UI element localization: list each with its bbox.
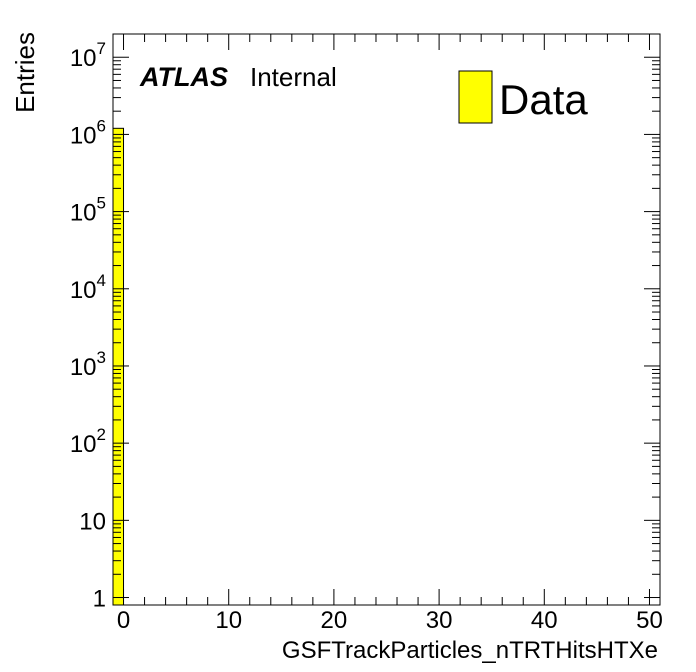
x-axis-label: GSFTrackParticles_nTRTHitsHTXe [282, 637, 658, 664]
y-tick-label: 102 [70, 425, 106, 458]
y-tick-label: 107 [70, 39, 106, 72]
y-tick-label: 103 [70, 348, 106, 381]
x-tick-label: 40 [531, 607, 558, 634]
atlas-status-label: Internal [250, 62, 337, 92]
x-tick-label: 10 [215, 607, 242, 634]
legend-swatch-data [458, 70, 493, 124]
x-tick-label: 20 [321, 607, 348, 634]
y-axis-label: Entries [10, 32, 40, 113]
x-tick-label: 50 [636, 607, 663, 634]
y-tick-label: 1 [93, 586, 106, 613]
axis-ticks [113, 33, 660, 605]
y-tick-label: 10 [79, 508, 106, 535]
y-tick-label: 104 [70, 271, 106, 304]
axis-tick-labels: 0 10 20 30 40 50 1 10 102 103 104 105 106 107 [70, 39, 663, 634]
legend-label-data: Data [499, 76, 588, 123]
x-tick-label: 0 [117, 607, 130, 634]
histogram-bar [112, 127, 125, 606]
y-tick-label: 105 [70, 194, 106, 227]
x-tick-label: 30 [426, 607, 453, 634]
histogram-bars [112, 127, 125, 606]
legend: Data [458, 70, 588, 124]
y-tick-label: 106 [70, 116, 106, 149]
atlas-label: ATLAS [139, 62, 228, 92]
